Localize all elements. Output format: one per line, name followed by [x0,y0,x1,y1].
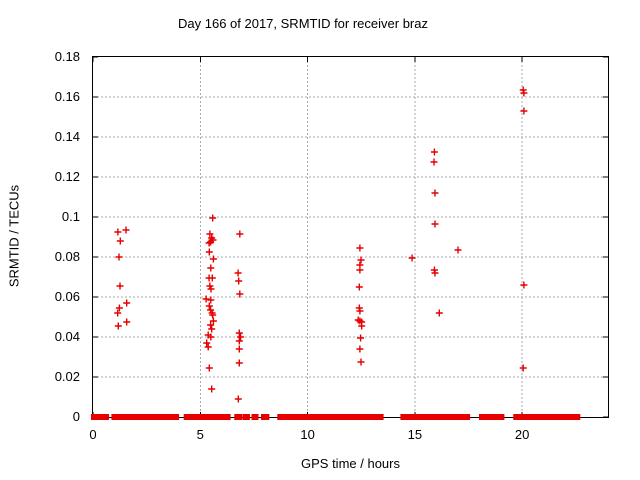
y-tick-label: 0.1 [61,209,80,224]
plot-area [91,56,609,420]
x-tick-label: 20 [514,427,530,442]
y-tick-label: 0.08 [54,249,80,264]
y-tick-label: 0.04 [54,329,80,344]
y-tick-label: 0.18 [54,49,80,64]
x-tick-label: 15 [407,427,423,442]
x-tick-label: 0 [89,427,97,442]
scatter-layer [91,56,608,420]
zero-line-markers [91,414,581,420]
x-axis-title: GPS time / hours [301,456,400,471]
gridlines [93,57,608,417]
y-tick-label: 0 [72,409,80,424]
axis-ticks [92,56,608,418]
chart-title: Day 166 of 2017, SRMTID for receiver bra… [178,16,428,31]
y-tick-label: 0.14 [54,129,80,144]
data-point-markers [114,86,528,403]
y-tick-label: 0.06 [54,289,80,304]
y-tick-label: 0.16 [54,89,80,104]
x-tick-label: 10 [300,427,315,442]
y-axis-title: SRMTID / TECUs [6,184,22,288]
y-tick-label: 0.12 [54,169,80,184]
y-tick-label: 0.02 [54,369,80,384]
x-tick-label: 5 [196,427,204,442]
